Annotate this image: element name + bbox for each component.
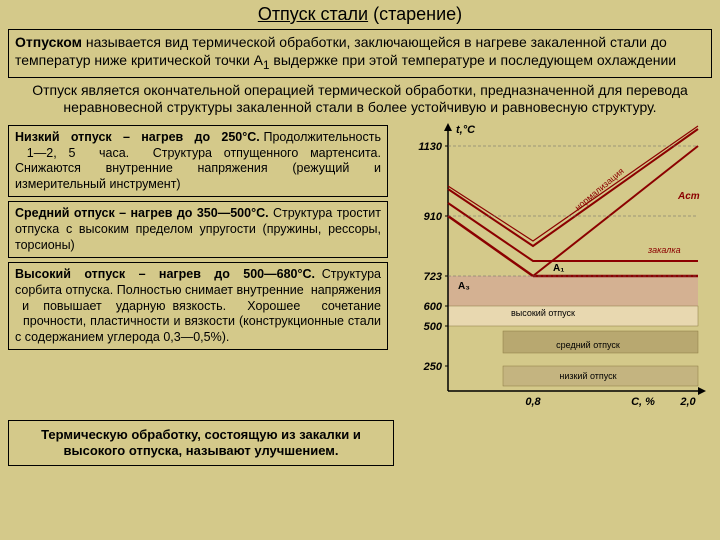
page-title: Отпуск стали (старение): [0, 0, 720, 27]
title-main: Отпуск стали: [258, 4, 368, 24]
svg-text:t,°С: t,°С: [456, 124, 476, 136]
content-row: Низкий отпуск – нагрев до 250°С. Продолж…: [8, 121, 712, 416]
low-bold: Низкий отпуск – нагрев до 250°С.: [15, 130, 260, 144]
svg-text:нормализация: нормализация: [573, 166, 626, 213]
title-paren: (старение): [368, 4, 462, 24]
svg-text:низкий отпуск: низкий отпуск: [559, 371, 616, 381]
svg-text:910: 910: [424, 211, 443, 223]
improvement-text: Термическую обработку, состоящую из зака…: [41, 427, 361, 458]
svg-text:250: 250: [423, 361, 443, 373]
svg-text:средний отпуск: средний отпуск: [556, 340, 620, 350]
svg-text:Аcm: Аcm: [677, 191, 700, 202]
definition-box: Отпуском называется вид термической обра…: [8, 29, 712, 78]
svg-text:А₃: А₃: [458, 281, 470, 292]
svg-text:723: 723: [424, 271, 442, 283]
high-temper-box: Высокий отпуск – нагрев до 500—680°С. Ст…: [8, 262, 388, 350]
mid-temper-box: Средний отпуск – нагрев до 350—500°С. Ст…: [8, 201, 388, 258]
svg-text:0,8: 0,8: [525, 396, 541, 408]
svg-text:закалка: закалка: [647, 245, 681, 255]
intro-text: Отпуск является окончательной операцией …: [10, 82, 710, 117]
svg-text:А₁: А₁: [553, 263, 564, 274]
svg-text:2,0: 2,0: [679, 396, 696, 408]
left-column: Низкий отпуск – нагрев до 250°С. Продолж…: [8, 121, 388, 355]
high-bold: Высокий отпуск – нагрев до 500—680°С.: [15, 267, 315, 281]
phase-diagram: 1130 910 723 600 500 250 t,°С 0,8 С, % 2,0 А₃ А₁ Аcm…: [388, 121, 708, 416]
improvement-box: Термическую обработку, состоящую из зака…: [8, 420, 394, 467]
svg-text:500: 500: [424, 321, 443, 333]
low-temper-box: Низкий отпуск – нагрев до 250°С. Продолж…: [8, 125, 388, 198]
svg-text:1130: 1130: [418, 141, 443, 153]
chart-area: 1130 910 723 600 500 250 t,°С 0,8 С, % 2,0 А₃ А₁ Аcm…: [388, 121, 712, 416]
definition-bold: Отпуском: [15, 34, 82, 50]
svg-text:600: 600: [424, 301, 443, 313]
svg-text:высокий отпуск: высокий отпуск: [511, 308, 575, 318]
svg-text:С, %: С, %: [631, 396, 655, 408]
mid-bold: Средний отпуск – нагрев до 350—500°С.: [15, 206, 269, 220]
definition-text: называется вид термической обработки, за…: [15, 34, 676, 68]
